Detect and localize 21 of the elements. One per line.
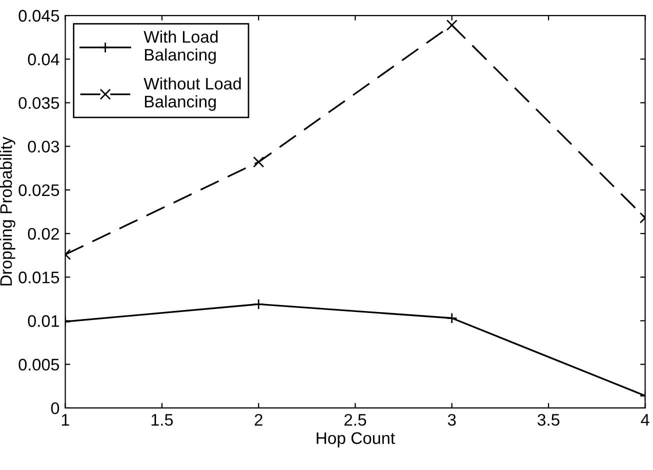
y-tick-label: 0.035 [18, 97, 60, 109]
y-axis-title: Dropping Probability [0, 136, 16, 286]
legend-label: With Load Balancing [144, 30, 218, 64]
y-tick-label: 0.02 [28, 228, 59, 240]
y-tick-label: 0.01 [28, 315, 59, 327]
x-tick-label: 1 [62, 414, 70, 426]
x-tick-label: 2.5 [344, 414, 366, 426]
x-axis-title: Hop Count [316, 432, 395, 448]
y-tick-label: 0 [51, 402, 60, 414]
y-tick-label: 0.015 [18, 272, 60, 284]
y-tick-label: 0.03 [28, 140, 60, 153]
legend-label: Without Load Balancing [144, 77, 241, 111]
x-tick-label: 4 [640, 414, 650, 426]
y-tick-label: 0.045 [18, 10, 60, 22]
x-tick-label: 1.5 [152, 414, 173, 426]
x-tick-label: 3.5 [538, 414, 560, 426]
y-tick-label: 0.005 [18, 358, 60, 371]
x-tick-label: 3 [448, 414, 456, 426]
y-tick-label: 0.025 [18, 184, 60, 196]
y-tick-label: 0.04 [28, 54, 60, 66]
x-tick-label: 2 [254, 414, 262, 426]
